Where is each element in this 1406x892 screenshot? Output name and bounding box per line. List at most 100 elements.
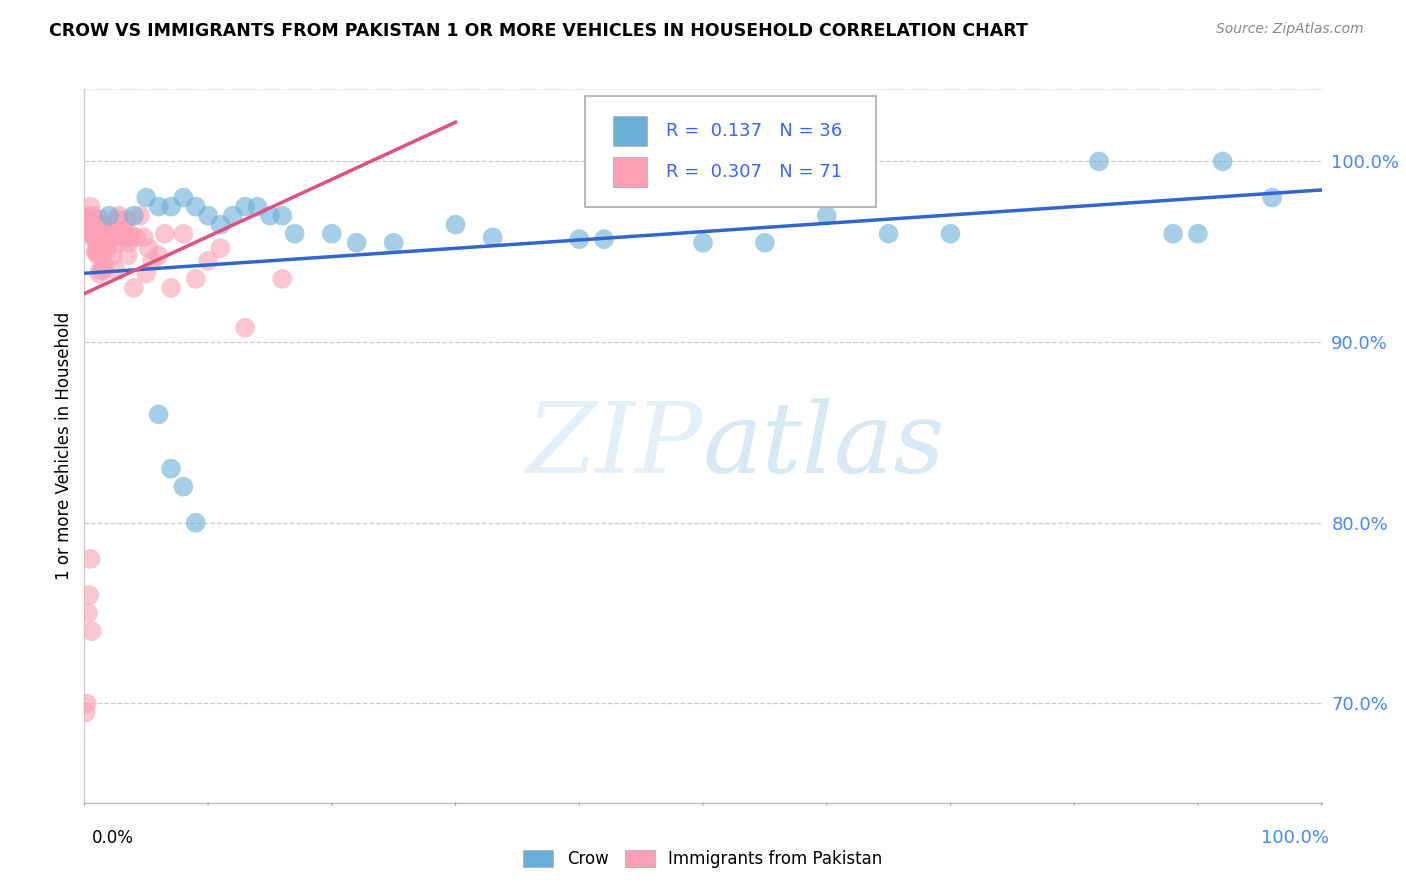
Point [939,227,962,241]
Point [91,244,114,259]
Text: R =  0.137   N = 36: R = 0.137 N = 36 [666,122,842,140]
Point [76,218,98,232]
Point [271,209,294,223]
Point [80,227,103,241]
Point [197,253,219,268]
Point [197,209,219,223]
Point [1187,227,1209,241]
Point [98,230,121,244]
Point [1088,154,1111,169]
Point [148,200,170,214]
Point [82,230,104,244]
Legend: Crow, Immigrants from Pakistan: Crow, Immigrants from Pakistan [516,843,890,875]
Point [481,230,503,244]
Point [76,697,98,711]
Point [1212,154,1234,169]
FancyBboxPatch shape [585,96,876,207]
Point [86,235,108,250]
Point [877,227,900,241]
Point [86,244,108,259]
Point [110,227,132,241]
Point [209,241,232,255]
Point [382,235,405,250]
Point [284,227,307,241]
Point [135,191,157,205]
Point [110,223,132,237]
Point [114,230,136,244]
Point [101,248,124,262]
Point [815,209,838,223]
Point [117,248,139,262]
Point [120,230,142,244]
Text: 100.0%: 100.0% [1261,829,1329,847]
Point [148,248,170,262]
Point [75,706,97,720]
Point [246,200,269,214]
Point [1261,191,1284,205]
Point [271,272,294,286]
Point [692,235,714,250]
Text: R =  0.307   N = 71: R = 0.307 N = 71 [666,163,842,181]
Point [84,244,107,259]
Point [90,212,112,227]
Point [87,244,110,259]
Point [321,227,343,241]
Point [93,241,115,255]
Point [107,212,129,227]
Point [138,241,160,255]
Point [172,191,194,205]
Point [94,235,117,250]
Point [97,227,120,241]
Point [568,232,591,246]
Point [103,227,125,241]
Point [148,408,170,422]
Point [222,209,245,223]
Point [135,267,157,281]
Point [233,320,256,334]
Point [132,230,155,244]
Point [89,263,111,277]
Point [98,227,121,241]
Text: CROW VS IMMIGRANTS FROM PAKISTAN 1 OR MORE VEHICLES IN HOUSEHOLD CORRELATION CHA: CROW VS IMMIGRANTS FROM PAKISTAN 1 OR MO… [49,22,1028,40]
Point [346,235,368,250]
Point [89,267,111,281]
Point [87,248,110,262]
Point [129,209,152,223]
Point [80,227,103,241]
Point [111,230,134,244]
Point [91,263,114,277]
Point [79,212,101,227]
Point [122,281,145,295]
Point [209,218,232,232]
Point [160,461,183,475]
FancyBboxPatch shape [613,116,647,146]
Point [77,209,100,223]
Point [118,235,141,250]
Point [120,227,142,241]
Point [184,516,207,530]
Point [141,253,163,268]
FancyBboxPatch shape [613,157,647,187]
Point [93,259,115,273]
Point [79,588,101,602]
Text: ZIP: ZIP [527,399,703,493]
Point [77,606,100,620]
Point [79,552,101,566]
Point [89,227,111,241]
Point [104,263,127,277]
Point [172,227,194,241]
Text: 0.0%: 0.0% [91,829,134,847]
Point [754,235,776,250]
Point [160,200,183,214]
Point [79,212,101,227]
Point [80,624,103,639]
Point [444,218,467,232]
Text: Source: ZipAtlas.com: Source: ZipAtlas.com [1216,22,1364,37]
Point [115,212,138,227]
Point [112,223,135,237]
Point [100,230,122,244]
Point [105,235,128,250]
Point [84,227,107,241]
Point [122,209,145,223]
Point [184,272,207,286]
